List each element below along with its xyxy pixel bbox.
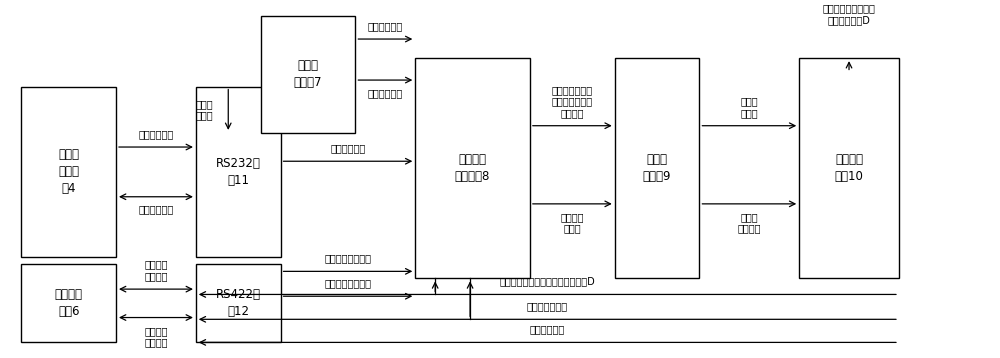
Text: 定位定向信息: 定位定向信息 — [138, 129, 174, 139]
Bar — [21, 87, 116, 257]
Text: 天线对准
模块10: 天线对准 模块10 — [835, 153, 863, 183]
Text: 前天线和后天线的天
线初始俯仰角D: 前天线和后天线的天 线初始俯仰角D — [823, 3, 875, 25]
Text: 后天线方
位、俯仰: 后天线方 位、俯仰 — [144, 326, 168, 347]
Text: 前天线方位、俯仰: 前天线方位、俯仰 — [324, 253, 371, 263]
Text: 本端站车
体方位: 本端站车 体方位 — [561, 212, 584, 233]
Text: 收发短
信模块7: 收发短 信模块7 — [294, 59, 322, 89]
Text: 本端站
通信方位: 本端站 通信方位 — [738, 212, 761, 233]
Text: 定位定向信息: 定位定向信息 — [330, 144, 366, 154]
Text: 对端站经纬度: 对端站经纬度 — [368, 21, 403, 31]
Text: 天线控制
单元6: 天线控制 单元6 — [55, 288, 83, 318]
Text: 北斗定
位定向
仪4: 北斗定 位定向 仪4 — [58, 149, 79, 195]
Text: 本端站经纬度: 本端站经纬度 — [368, 88, 403, 98]
Text: 前天线和后天线的天线初始俯仰角D: 前天线和后天线的天线初始俯仰角D — [499, 277, 595, 287]
Bar — [615, 58, 699, 279]
Text: 后天线方位、俯仰: 后天线方位、俯仰 — [324, 279, 371, 289]
Text: 收发报文信息: 收发报文信息 — [138, 204, 174, 214]
Bar — [415, 58, 530, 279]
Bar — [196, 264, 281, 342]
Text: RS232串
口11: RS232串 口11 — [216, 157, 261, 187]
Text: 驻车指
导模块9: 驻车指 导模块9 — [643, 153, 671, 183]
Text: RS422串
口12: RS422串 口12 — [216, 288, 261, 318]
Text: 天线展开指令: 天线展开指令 — [530, 325, 565, 335]
Bar — [261, 16, 355, 133]
Bar — [21, 264, 116, 342]
Bar — [196, 87, 281, 257]
Text: 收发报
文信息: 收发报 文信息 — [196, 99, 213, 121]
Text: 定位定向
信息模块8: 定位定向 信息模块8 — [455, 153, 490, 183]
Text: 本端站通信方位: 本端站通信方位 — [527, 301, 568, 311]
Text: 驻车完
毕信息: 驻车完 毕信息 — [740, 96, 758, 118]
Text: 本端站、对端站
通信方位、两站
通信距离: 本端站、对端站 通信方位、两站 通信距离 — [552, 85, 593, 118]
Bar — [799, 58, 899, 279]
Text: 前天线方
位、俯仰: 前天线方 位、俯仰 — [144, 259, 168, 281]
